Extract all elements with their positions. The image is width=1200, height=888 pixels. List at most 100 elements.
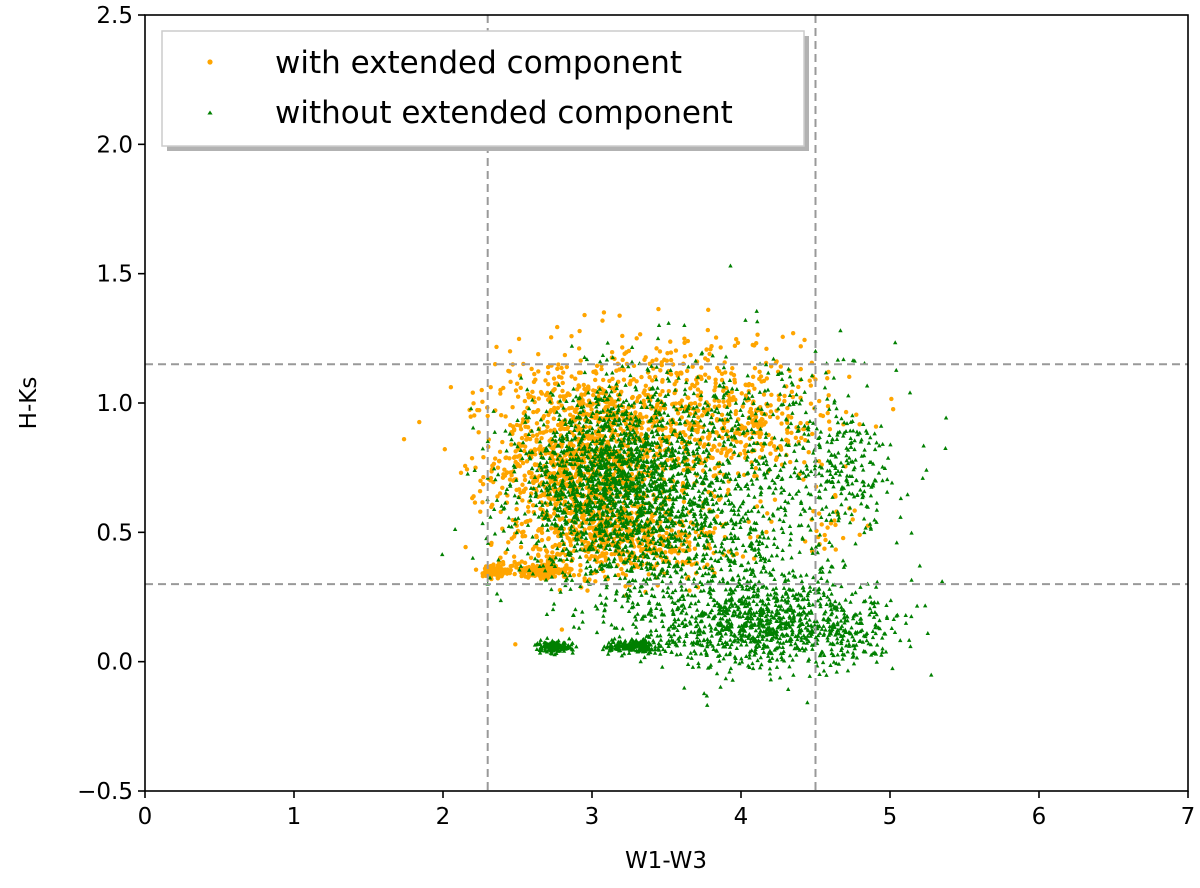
data-point bbox=[520, 534, 525, 539]
data-point bbox=[597, 457, 602, 462]
data-point bbox=[754, 423, 760, 428]
data-point bbox=[740, 404, 745, 409]
data-point bbox=[557, 453, 563, 458]
data-point bbox=[648, 517, 654, 522]
data-point bbox=[725, 429, 730, 434]
data-point bbox=[507, 349, 513, 354]
data-point bbox=[599, 522, 604, 527]
data-point bbox=[623, 421, 629, 427]
data-point bbox=[600, 377, 606, 383]
data-point bbox=[820, 413, 826, 419]
data-point bbox=[551, 416, 557, 421]
data-point bbox=[530, 562, 536, 568]
data-point bbox=[494, 497, 500, 502]
data-point bbox=[624, 568, 630, 573]
data-point bbox=[565, 535, 570, 541]
data-point bbox=[823, 537, 828, 543]
data-point bbox=[784, 437, 789, 442]
data-point bbox=[498, 391, 503, 396]
data-point bbox=[590, 430, 595, 435]
data-point bbox=[495, 494, 500, 499]
data-point bbox=[569, 577, 575, 582]
data-point bbox=[566, 447, 571, 452]
data-point bbox=[546, 495, 551, 500]
data-point bbox=[824, 504, 829, 509]
data-point bbox=[777, 517, 782, 522]
data-point bbox=[661, 527, 666, 532]
data-point bbox=[583, 414, 589, 419]
data-point bbox=[662, 357, 667, 362]
data-point bbox=[536, 547, 541, 552]
data-point bbox=[591, 463, 597, 468]
data-point bbox=[662, 406, 668, 411]
data-point bbox=[626, 402, 632, 407]
data-point bbox=[592, 567, 598, 572]
data-point bbox=[768, 409, 774, 414]
data-point bbox=[824, 517, 829, 522]
data-point bbox=[734, 439, 739, 445]
data-point bbox=[752, 365, 758, 371]
data-point bbox=[673, 543, 679, 548]
data-point bbox=[510, 563, 515, 568]
data-point bbox=[628, 539, 633, 544]
data-point bbox=[799, 522, 804, 527]
data-point bbox=[595, 476, 601, 481]
data-point bbox=[802, 337, 807, 343]
data-point bbox=[695, 427, 700, 433]
data-point bbox=[646, 427, 651, 432]
data-point bbox=[654, 377, 659, 382]
data-point bbox=[563, 421, 568, 426]
data-point bbox=[619, 389, 624, 395]
data-point bbox=[697, 494, 703, 499]
data-point bbox=[611, 472, 616, 477]
data-point bbox=[550, 457, 556, 462]
data-point bbox=[689, 427, 695, 432]
data-point bbox=[585, 578, 590, 583]
data-point bbox=[708, 556, 714, 561]
data-point bbox=[703, 372, 708, 377]
data-point bbox=[472, 413, 477, 418]
data-point bbox=[768, 403, 773, 408]
data-point bbox=[504, 455, 509, 460]
data-point bbox=[583, 499, 589, 504]
data-point bbox=[587, 525, 593, 531]
data-point bbox=[809, 431, 815, 437]
data-point bbox=[509, 524, 514, 529]
data-point bbox=[782, 398, 787, 404]
data-point bbox=[600, 318, 605, 323]
data-point bbox=[560, 370, 566, 375]
data-point bbox=[790, 394, 796, 400]
data-point bbox=[648, 487, 654, 492]
data-point bbox=[852, 508, 857, 513]
data-point bbox=[664, 463, 669, 468]
data-point bbox=[494, 591, 500, 596]
data-point bbox=[624, 415, 629, 420]
data-point bbox=[640, 415, 645, 420]
data-point bbox=[665, 568, 670, 573]
data-point bbox=[622, 435, 627, 440]
data-point bbox=[550, 392, 556, 397]
data-point bbox=[462, 463, 468, 469]
data-point bbox=[573, 496, 578, 501]
data-point bbox=[602, 393, 607, 398]
data-point bbox=[717, 549, 723, 554]
data-point bbox=[579, 524, 585, 529]
data-point bbox=[665, 350, 670, 356]
data-point bbox=[768, 451, 773, 456]
data-point bbox=[686, 403, 692, 408]
data-point bbox=[564, 398, 569, 403]
data-point bbox=[539, 454, 544, 459]
data-point bbox=[575, 479, 581, 484]
data-point bbox=[504, 470, 510, 475]
data-point bbox=[822, 532, 827, 538]
data-point bbox=[696, 415, 701, 420]
data-point bbox=[660, 647, 666, 652]
data-point bbox=[602, 460, 607, 465]
data-point bbox=[617, 367, 622, 372]
data-point bbox=[746, 421, 751, 426]
data-point bbox=[632, 453, 637, 458]
data-point bbox=[503, 428, 508, 433]
data-point bbox=[551, 511, 557, 516]
data-point bbox=[773, 457, 779, 463]
data-point bbox=[687, 482, 692, 487]
